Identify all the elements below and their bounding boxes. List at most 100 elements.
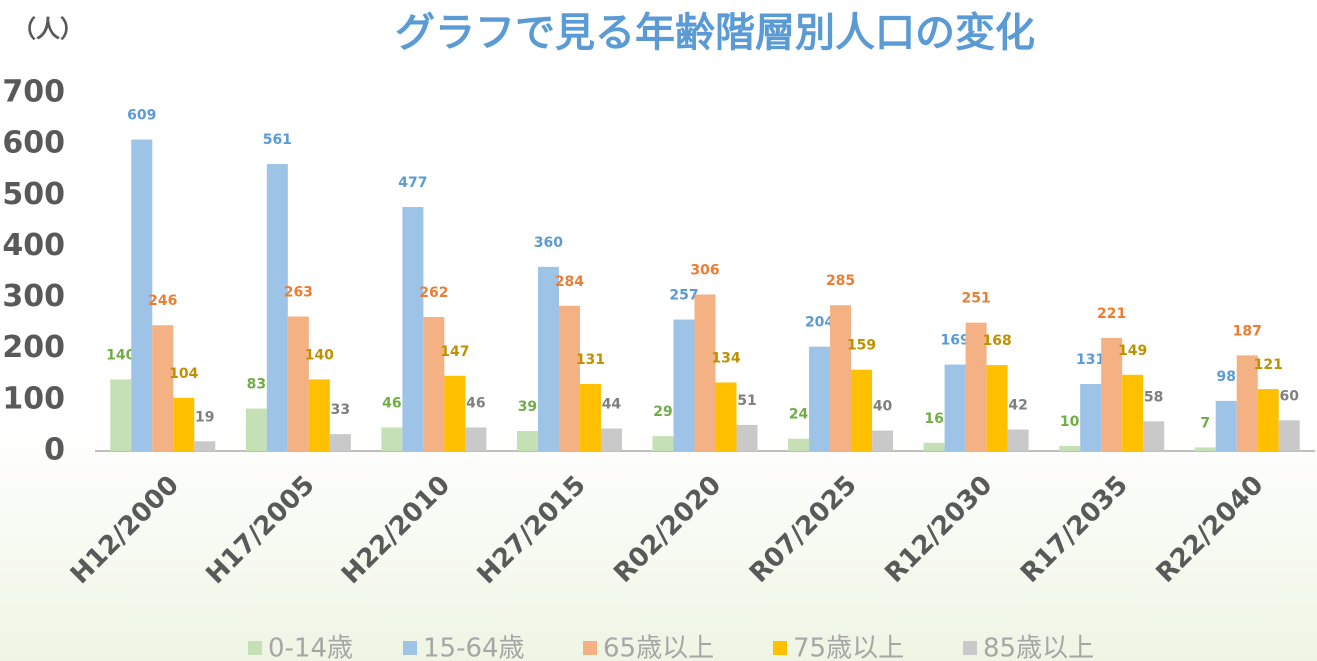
y-tick-label: 300 <box>2 279 65 314</box>
bar <box>288 316 309 451</box>
value-label: 609 <box>127 108 156 124</box>
bar <box>1008 430 1029 451</box>
bar <box>580 384 601 451</box>
bar <box>194 441 215 451</box>
bar <box>601 428 622 451</box>
value-label: 285 <box>826 273 855 289</box>
bar <box>924 443 945 451</box>
y-tick-label: 600 <box>2 126 65 161</box>
value-label: 46 <box>382 395 401 411</box>
bar <box>465 427 486 451</box>
value-label: 134 <box>711 350 740 366</box>
legend-label: 15-64歳 <box>423 634 525 661</box>
bar <box>444 376 465 451</box>
bar <box>173 398 194 451</box>
bar <box>381 427 402 451</box>
value-label: 7 <box>1200 415 1210 431</box>
bar <box>1258 389 1279 451</box>
bar <box>695 295 716 451</box>
value-label: 29 <box>653 404 672 420</box>
bar <box>110 379 131 451</box>
value-label: 44 <box>602 396 622 412</box>
bar <box>267 164 288 451</box>
value-label: 306 <box>690 263 719 279</box>
value-label: 140 <box>106 347 135 363</box>
y-tick-label: 100 <box>2 381 65 416</box>
bar <box>737 425 758 451</box>
bar <box>674 320 695 451</box>
value-label: 121 <box>1254 357 1283 373</box>
value-label: 187 <box>1233 323 1262 339</box>
value-label: 46 <box>466 395 485 411</box>
legend-swatch <box>773 641 787 655</box>
value-label: 221 <box>1097 306 1126 322</box>
value-label: 477 <box>398 175 427 191</box>
value-label: 19 <box>195 409 214 425</box>
legend-label: 85歳以上 <box>983 634 1094 661</box>
legend-label: 0-14歳 <box>268 634 353 661</box>
value-label: 284 <box>555 274 584 290</box>
bar <box>945 365 966 451</box>
bar <box>246 409 267 451</box>
value-label: 131 <box>1076 352 1105 368</box>
bar <box>653 436 674 451</box>
bar <box>1279 420 1300 451</box>
background <box>0 0 1317 661</box>
bar <box>559 306 580 451</box>
bar <box>830 305 851 451</box>
value-label: 561 <box>263 132 292 148</box>
bar <box>423 317 444 451</box>
value-label: 204 <box>805 315 834 331</box>
bar <box>809 347 830 451</box>
bar <box>1122 375 1143 451</box>
bar <box>330 434 351 451</box>
value-label: 262 <box>419 285 448 301</box>
value-label: 58 <box>1144 389 1163 405</box>
bar <box>538 267 559 451</box>
bar <box>872 431 893 451</box>
bar <box>1216 401 1237 451</box>
value-label: 83 <box>247 377 266 393</box>
value-label: 39 <box>518 399 537 415</box>
bar <box>716 382 737 451</box>
value-label: 159 <box>847 338 876 354</box>
y-tick-label: 400 <box>2 228 65 263</box>
bar <box>1143 421 1164 451</box>
bar <box>987 365 1008 451</box>
value-label: 246 <box>148 293 177 309</box>
legend-label: 75歳以上 <box>793 634 904 661</box>
bar <box>152 325 173 451</box>
value-label: 40 <box>873 399 893 415</box>
value-label: 60 <box>1279 388 1299 404</box>
value-label: 16 <box>924 411 943 427</box>
chart-title: グラフで見る年齢階層別人口の変化 <box>395 10 1035 56</box>
value-label: 10 <box>1060 414 1080 430</box>
value-label: 360 <box>534 235 563 251</box>
chart: グラフで見る年齢階層別人口の変化 （人） 0100200300400500600… <box>0 0 1317 661</box>
value-label: 42 <box>1008 398 1027 414</box>
value-label: 98 <box>1216 369 1235 385</box>
value-label: 149 <box>1118 343 1147 359</box>
value-label: 257 <box>669 288 698 304</box>
bar <box>402 207 423 451</box>
value-label: 147 <box>440 344 469 360</box>
value-label: 131 <box>576 352 605 368</box>
legend-swatch <box>403 641 417 655</box>
bar <box>1195 447 1216 451</box>
value-label: 24 <box>789 407 809 423</box>
bar <box>517 431 538 451</box>
y-unit: （人） <box>12 15 84 43</box>
value-label: 168 <box>982 333 1011 349</box>
bar <box>1080 384 1101 451</box>
value-label: 169 <box>940 333 969 349</box>
value-label: 251 <box>961 291 990 307</box>
bar <box>1059 446 1080 451</box>
value-label: 51 <box>737 393 756 409</box>
legend-label: 65歳以上 <box>603 634 714 661</box>
value-label: 33 <box>331 402 350 418</box>
y-tick-label: 700 <box>2 75 65 110</box>
value-label: 104 <box>169 366 198 382</box>
value-label: 140 <box>305 347 334 363</box>
legend-swatch <box>583 641 597 655</box>
y-tick-label: 0 <box>44 433 65 468</box>
